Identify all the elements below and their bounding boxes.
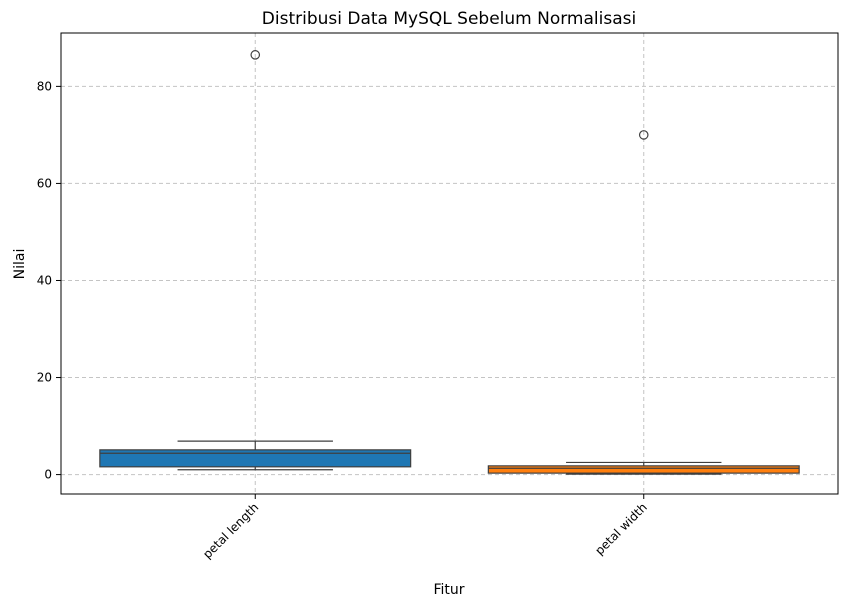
box-body xyxy=(99,449,412,468)
x-tick-label: petal width xyxy=(592,500,649,557)
x-axis-label: Fitur xyxy=(433,582,464,598)
outlier-point xyxy=(250,50,261,60)
y-tick-label: 60 xyxy=(37,176,52,190)
axes: 0 20 40 60 80 petal length petal width xyxy=(37,32,839,561)
y-axis-label: Nilai xyxy=(12,249,28,280)
y-tick-label: 0 xyxy=(44,468,52,482)
y-tick-label: 40 xyxy=(37,273,52,287)
boxes xyxy=(99,50,800,475)
box-petal-length xyxy=(99,50,412,471)
x-tick-label: petal length xyxy=(200,500,261,561)
chart-title: Distribusi Data MySQL Sebelum Normalisas… xyxy=(262,9,636,29)
y-tick-label: 80 xyxy=(37,79,52,93)
grid xyxy=(61,33,838,494)
box-petal-width xyxy=(487,130,800,475)
box-body xyxy=(487,465,800,474)
y-tick-label: 20 xyxy=(37,371,52,385)
outlier-point xyxy=(638,130,649,140)
plot-frame xyxy=(60,32,839,495)
